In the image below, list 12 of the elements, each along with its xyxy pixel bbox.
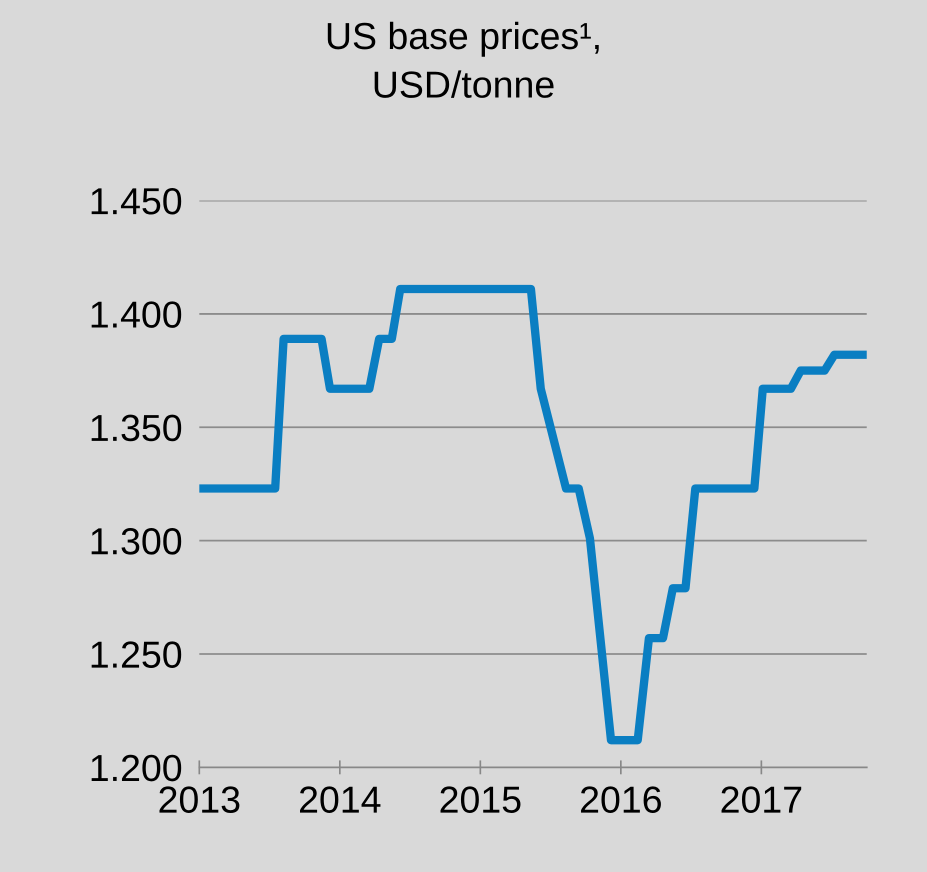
y-tick-label: 1.300	[92, 528, 182, 555]
y-tick-label: 1.400	[92, 301, 182, 328]
x-tick-label: 2016	[581, 786, 661, 813]
x-tick-label: 2013	[159, 786, 240, 813]
y-tick-label: 1.200	[92, 754, 182, 782]
y-tick-label: 1.250	[92, 641, 182, 668]
chart-title: US base prices¹, USD/tonne	[328, 22, 599, 98]
x-tick-label: 2015	[440, 786, 520, 813]
y-tick-label: 1.350	[92, 414, 182, 442]
x-tick-label: 2014	[300, 786, 380, 813]
x-tick-label: 2017	[722, 786, 802, 813]
y-tick-label: 1.450	[92, 188, 182, 215]
